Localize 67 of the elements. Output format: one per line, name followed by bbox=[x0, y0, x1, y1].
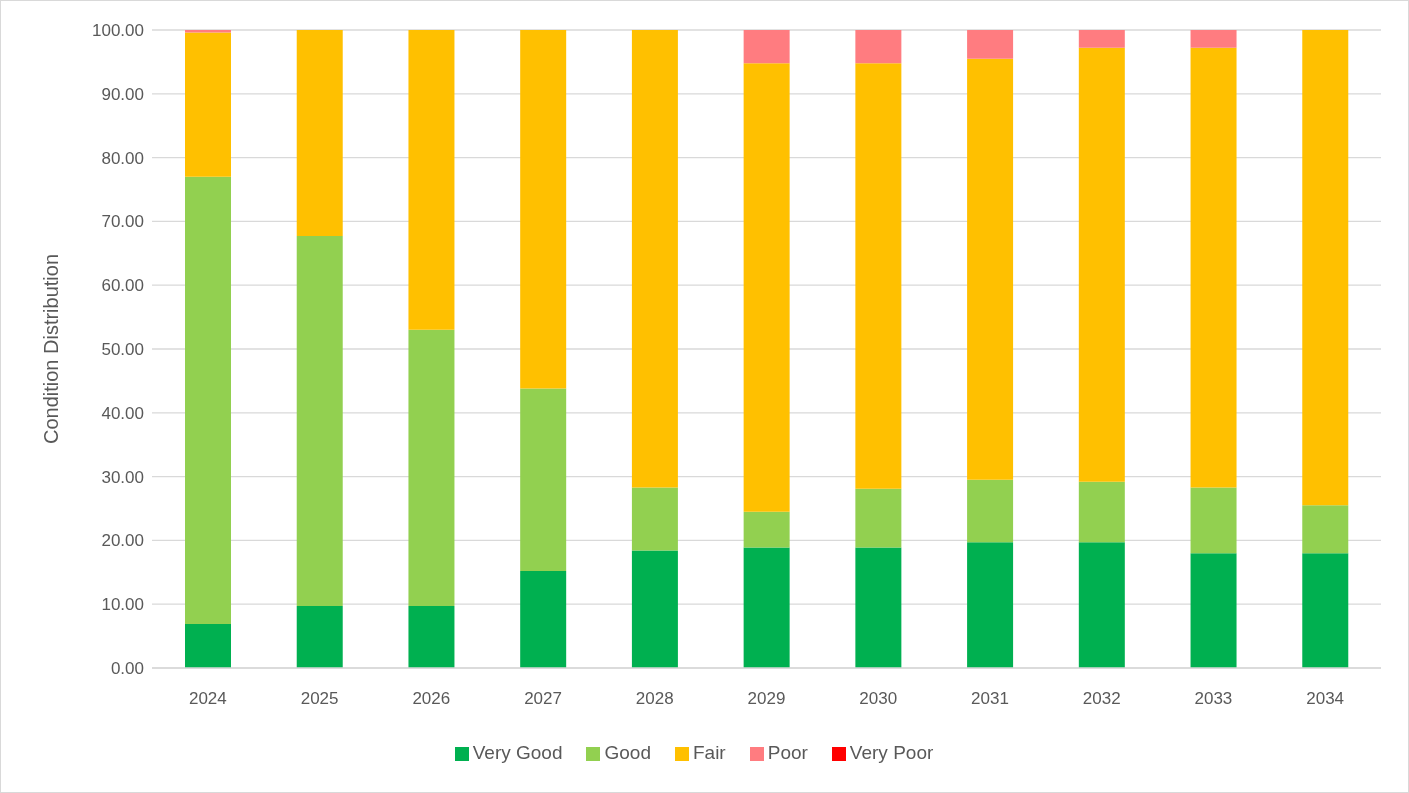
bar bbox=[185, 32, 231, 177]
bar bbox=[296, 30, 343, 237]
x-tick-label: 2032 bbox=[1082, 689, 1121, 709]
bar bbox=[967, 542, 1014, 668]
bar bbox=[743, 547, 790, 668]
bar bbox=[1190, 30, 1237, 48]
x-tick-label: 2028 bbox=[635, 689, 674, 709]
y-tick-label: 0.00 bbox=[110, 659, 144, 679]
bar bbox=[408, 329, 455, 607]
bar bbox=[743, 30, 790, 64]
y-tick-label: 20.00 bbox=[101, 531, 144, 551]
bar bbox=[296, 236, 343, 607]
bar bbox=[520, 30, 567, 389]
bar bbox=[631, 550, 678, 668]
y-tick-label: 40.00 bbox=[101, 403, 144, 423]
bar bbox=[185, 30, 231, 33]
legend-label: Poor bbox=[767, 742, 808, 763]
y-tick-label: 90.00 bbox=[101, 84, 144, 104]
bar bbox=[1078, 481, 1125, 543]
legend-label: Very Good bbox=[472, 742, 563, 763]
bar bbox=[185, 176, 231, 624]
bar bbox=[1302, 553, 1349, 668]
bar bbox=[296, 606, 343, 668]
bar bbox=[408, 30, 455, 330]
bar bbox=[855, 63, 902, 489]
x-tick-label: 2030 bbox=[859, 689, 898, 709]
y-tick-label: 50.00 bbox=[101, 340, 144, 360]
x-tick-label: 2034 bbox=[1306, 689, 1345, 709]
x-tick-label: 2027 bbox=[524, 689, 562, 709]
y-tick-label: 60.00 bbox=[101, 276, 144, 296]
x-tick-label: 2029 bbox=[747, 689, 786, 709]
bar bbox=[1078, 542, 1125, 668]
bar bbox=[743, 511, 790, 548]
y-axis-title: Condition Distribution bbox=[40, 253, 63, 445]
bar bbox=[1190, 487, 1237, 554]
bar bbox=[967, 58, 1014, 480]
x-tick-label: 2025 bbox=[300, 689, 339, 709]
bar bbox=[185, 623, 231, 668]
y-tick-label: 80.00 bbox=[101, 148, 144, 168]
bar bbox=[855, 547, 902, 668]
bar bbox=[1078, 30, 1125, 48]
y-tick-label: 30.00 bbox=[101, 467, 144, 487]
x-tick-label: 2024 bbox=[188, 689, 227, 709]
bar bbox=[743, 63, 790, 512]
y-tick-label: 70.00 bbox=[101, 212, 144, 232]
bar bbox=[408, 606, 455, 668]
bar bbox=[631, 487, 678, 551]
bar bbox=[631, 30, 678, 488]
bar bbox=[967, 479, 1014, 543]
bar bbox=[1302, 505, 1349, 554]
x-tick-label: 2031 bbox=[971, 689, 1009, 709]
bar bbox=[1078, 47, 1125, 482]
legend-label: Fair bbox=[692, 742, 726, 763]
y-tick-label: 100.00 bbox=[92, 21, 144, 41]
bar bbox=[855, 30, 902, 64]
bar bbox=[855, 488, 902, 548]
legend-label: Good bbox=[604, 742, 651, 763]
bar bbox=[1302, 30, 1349, 506]
bar bbox=[520, 571, 567, 668]
bar bbox=[520, 388, 567, 572]
x-tick-label: 2033 bbox=[1194, 689, 1233, 709]
legend-label: Very Poor bbox=[849, 742, 934, 763]
bar bbox=[1190, 47, 1237, 488]
bar bbox=[1190, 553, 1237, 668]
y-tick-label: 10.00 bbox=[101, 595, 144, 615]
bar bbox=[967, 30, 1014, 59]
x-tick-label: 2026 bbox=[412, 689, 451, 709]
